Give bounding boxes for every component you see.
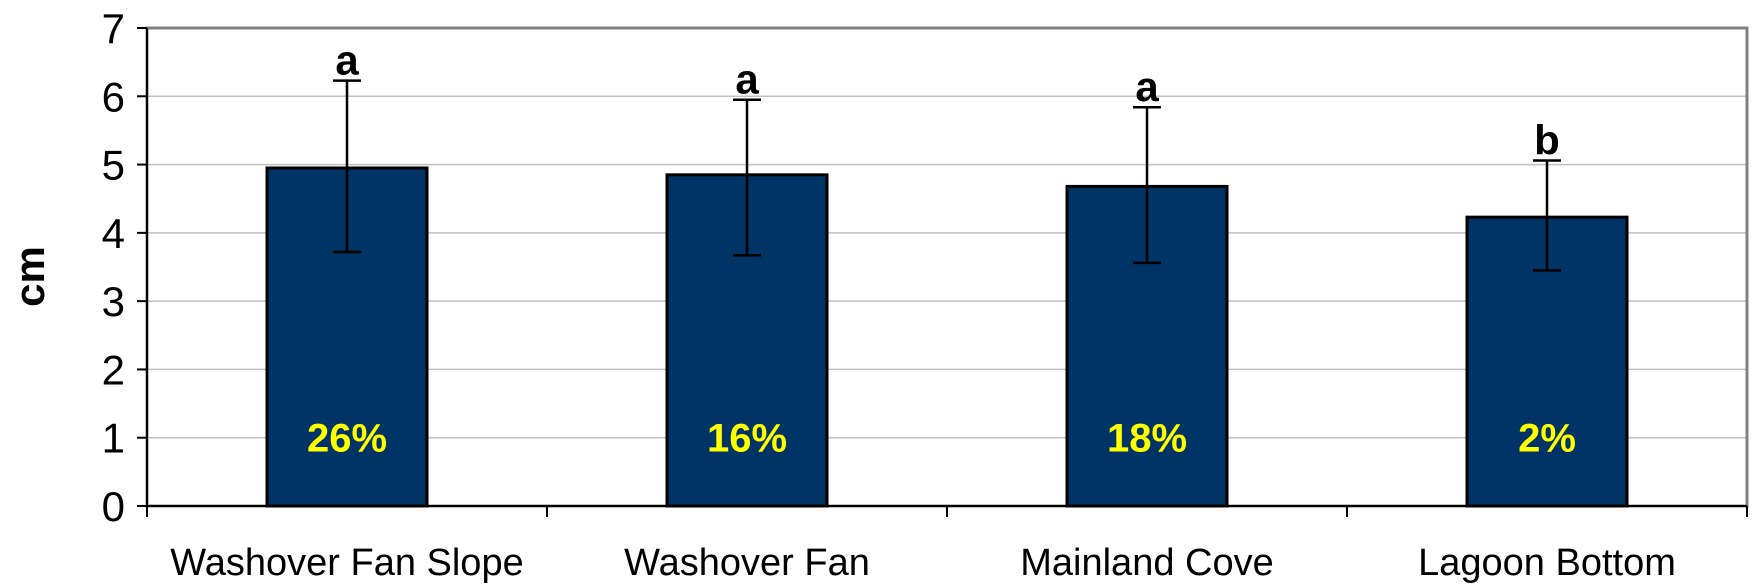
y-tick-label: 3	[102, 278, 125, 325]
y-tick-label: 6	[102, 73, 125, 120]
bars	[265, 166, 1629, 508]
y-axis-title: cm	[6, 246, 53, 307]
x-category-labels: Washover Fan Slope Washover Fan Mainland C…	[170, 542, 1676, 584]
significance-letter: b	[1534, 116, 1560, 163]
y-tick-label: 2	[102, 346, 125, 393]
significance-letter: a	[735, 56, 759, 103]
error-bars	[333, 79, 1561, 272]
x-category-label: Mainland Cove	[1020, 542, 1273, 584]
bar-percent-label: 26%	[307, 417, 387, 461]
y-tick-label: 1	[102, 415, 125, 462]
bar-percent-labels: 26% 16% 18% 2%	[307, 417, 1576, 461]
y-tick-label: 0	[102, 483, 125, 530]
y-tick-label: 5	[102, 142, 125, 189]
significance-letter: a	[335, 37, 359, 84]
x-category-label: Washover Fan Slope	[170, 542, 523, 584]
axes	[137, 27, 1748, 517]
bar-percent-label: 16%	[707, 417, 787, 461]
y-tick-label: 7	[102, 5, 125, 52]
y-tick-label: 4	[102, 210, 125, 257]
x-category-label: Lagoon Bottom	[1418, 542, 1676, 584]
significance-letter: a	[1135, 63, 1159, 110]
significance-letters: a a a b	[335, 37, 1560, 164]
x-category-label: Washover Fan	[624, 542, 870, 584]
bar-percent-label: 18%	[1107, 417, 1187, 461]
bar-percent-label: 2%	[1518, 417, 1576, 461]
y-tick-labels: 0 1 2 3 4 5 6 7	[102, 5, 125, 530]
